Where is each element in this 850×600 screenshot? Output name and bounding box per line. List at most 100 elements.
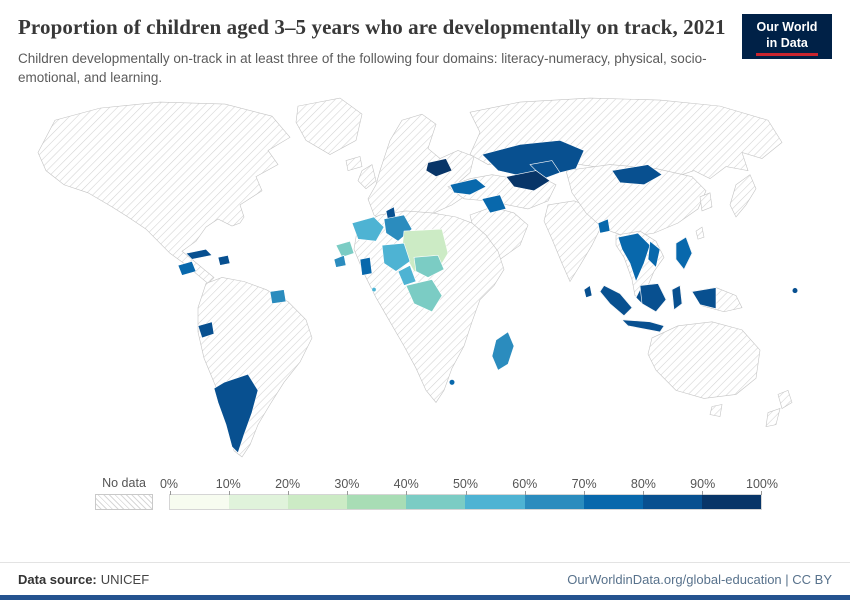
bottom-brand-bar [0, 595, 850, 600]
map-country-cuba[interactable] [185, 248, 213, 260]
map-country-indonesia-papua[interactable] [691, 287, 717, 309]
map-country-indonesia-java[interactable] [621, 319, 665, 333]
legend-tick-mark [406, 490, 408, 495]
chart-header: Proportion of children aged 3–5 years wh… [0, 0, 850, 88]
map-country-mongolia[interactable] [611, 164, 663, 185]
legend-tick-mark [583, 490, 585, 495]
map-country-sri-lanka[interactable] [583, 284, 593, 298]
legend-tick-mark [229, 490, 231, 495]
legend-no-data-label: No data [102, 475, 146, 490]
data-countries [177, 139, 799, 454]
map-country-turkmenistan[interactable] [505, 170, 551, 191]
map-country-sao-tome[interactable] [371, 286, 377, 292]
map-country-lesotho[interactable] [448, 379, 456, 386]
data-source-value: UNICEF [100, 572, 150, 587]
legend-tick-labels: 0% 10% 20% 30% 40% 50% 60% 70% 80% 90% 1… [160, 476, 778, 494]
legend-tick-label-10: 10% [215, 476, 241, 491]
legend-cell-20-30[interactable] [288, 494, 348, 509]
landmass-north-america [37, 101, 291, 284]
legend-tick-mark [761, 490, 762, 495]
map-country-madagascar[interactable] [491, 331, 515, 371]
owid-logo-line1: Our World [756, 20, 818, 34]
legend-tick-label-90: 90% [690, 476, 716, 491]
map-country-myanmar[interactable] [617, 232, 651, 283]
landmass-new-zealand-south [765, 407, 781, 427]
map-country-guinea[interactable] [335, 240, 355, 258]
landmass-taiwan [695, 226, 705, 240]
legend-tick-label-0: 0% [159, 476, 179, 491]
map-country-indonesia[interactable] [599, 283, 717, 333]
legend-no-data: No data [95, 476, 153, 510]
map-country-bangladesh[interactable] [597, 218, 611, 234]
data-source: Data source: UNICEF [18, 572, 149, 587]
map-country-indonesia-sulawesi[interactable] [671, 284, 683, 311]
map-country-indonesia-sumatra[interactable] [599, 284, 633, 317]
legend-tick-label-100: 100% [746, 476, 778, 491]
legend-tick-label-60: 60% [512, 476, 538, 491]
legend-color-scale: 0% 10% 20% 30% 40% 50% 60% 70% 80% 90% 1… [160, 476, 778, 510]
map-country-philippines[interactable] [675, 236, 693, 270]
landmass-tasmania [709, 403, 723, 417]
legend-cell-50-60[interactable] [465, 494, 525, 509]
legend-tick-mark [288, 490, 290, 495]
owid-logo-line2: in Data [766, 35, 808, 50]
legend-tick-label-50: 50% [452, 476, 479, 491]
map-country-ecuador[interactable] [197, 321, 215, 339]
landmass-korea [699, 192, 713, 212]
map-country-honduras[interactable] [177, 260, 197, 276]
legend-cell-60-70[interactable] [524, 494, 584, 509]
map-country-turkey[interactable] [449, 178, 487, 195]
map-country-cameroon[interactable] [397, 264, 417, 286]
page-subtitle: Children developmentally on-track in at … [18, 50, 707, 86]
map-country-central-african-republic[interactable] [413, 254, 445, 278]
legend-tick-mark [701, 490, 703, 495]
landmass-south-america [197, 277, 313, 458]
map-country-indonesia-borneo[interactable] [639, 283, 667, 312]
map-country-guyana[interactable] [269, 289, 287, 304]
map-country-iraq[interactable] [481, 194, 507, 214]
chart-footer: Data source: UNICEF OurWorldinData.org/gl… [0, 562, 850, 595]
map-country-mali[interactable] [351, 216, 385, 242]
chart-header-text: Proportion of children aged 3–5 years wh… [18, 14, 726, 88]
map-country-sierra-leone[interactable] [333, 254, 347, 268]
world-map-svg [37, 97, 799, 458]
landmass-new-zealand-north [777, 389, 793, 409]
legend-cell-90-100[interactable] [701, 494, 761, 509]
world-map [0, 92, 850, 470]
legend-tick-mark [465, 490, 467, 495]
legend-cell-10-20[interactable] [229, 494, 289, 509]
landmass-greenland [295, 97, 363, 155]
map-legend: No data 0% 10% 20% 30% 40% 50% 60% 70% 8… [0, 470, 850, 510]
legend-cell-30-40[interactable] [347, 494, 407, 509]
legend-tick-label-80: 80% [630, 476, 656, 491]
legend-no-data-swatch[interactable] [95, 493, 153, 510]
legend-cell-0-10[interactable] [170, 494, 230, 509]
landmass-british-isles [357, 163, 377, 190]
landmass-japan [729, 174, 757, 218]
legend-tick-label-20: 20% [275, 476, 301, 491]
legend-tick-mark [642, 490, 644, 495]
map-country-dominican-republic[interactable] [217, 254, 231, 266]
legend-tick-mark [347, 490, 349, 495]
map-country-fiji[interactable] [791, 287, 799, 294]
landmass-australia [647, 321, 761, 399]
legend-cell-80-90[interactable] [642, 494, 702, 509]
map-country-argentina[interactable] [213, 373, 259, 454]
legend-tick-label-70: 70% [571, 476, 597, 491]
legend-tick-label-40: 40% [393, 476, 419, 491]
legend-cell-70-80[interactable] [583, 494, 643, 509]
map-country-kazakhstan[interactable] [481, 139, 585, 177]
owid-logo[interactable]: Our World in Data [742, 14, 832, 60]
map-country-nigeria[interactable] [381, 242, 411, 272]
legend-color-bar [169, 490, 762, 510]
data-source-label: Data source: [18, 572, 97, 587]
legend-cell-40-50[interactable] [406, 494, 466, 509]
legend-tick-label-30: 30% [334, 476, 360, 491]
no-data-landmasses [37, 97, 793, 458]
map-country-ghana[interactable] [359, 256, 373, 276]
map-country-vietnam[interactable] [647, 240, 661, 268]
owid-url-license-link[interactable]: OurWorldinData.org/global-education | CC… [567, 572, 832, 587]
map-country-belarus[interactable] [425, 158, 453, 177]
map-country-dr-congo[interactable] [405, 278, 443, 312]
